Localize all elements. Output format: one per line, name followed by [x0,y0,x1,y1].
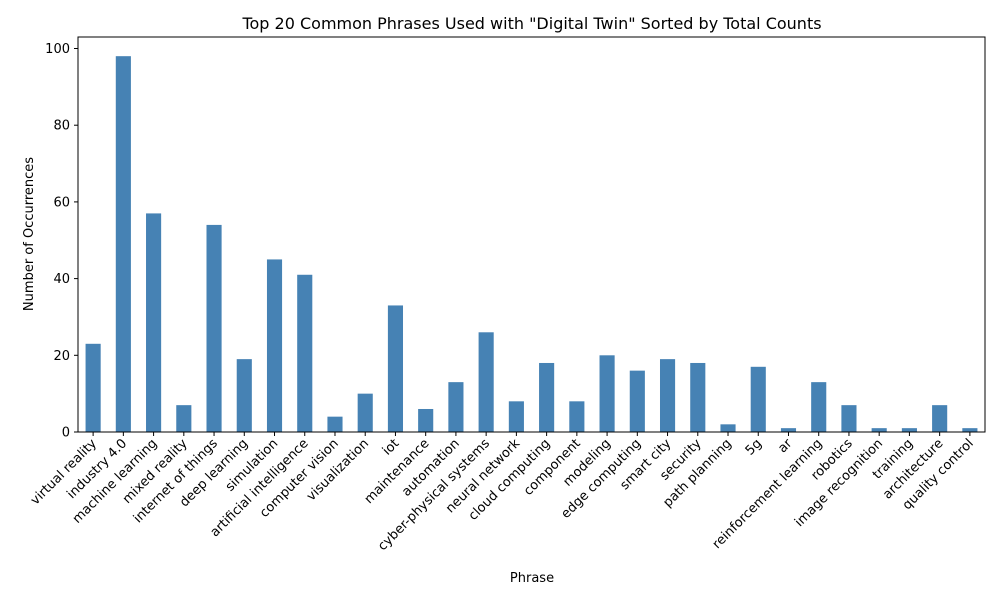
bar-smart-city [659,359,676,432]
y-axis-ticks: 0 20 40 60 80 100 [45,42,78,441]
bar-cyber-physical-systems [478,332,494,432]
y-axis-label: Number of Occurrences [22,157,37,311]
bar-modeling [599,355,615,432]
bar-edge-computing [629,370,645,432]
x-tick-label: iot [380,436,402,458]
bar-reinforcement-learning [811,382,827,432]
bar-automation [448,382,464,432]
y-tick-label: 80 [53,119,70,134]
bars-group [85,56,978,433]
x-tick-label: ar [775,436,795,456]
bar-deep-learning [236,359,252,432]
bar-industry-4-0 [115,56,131,433]
y-tick-label: 60 [53,195,70,210]
bar-5g [750,366,766,432]
bar-path-planning [720,424,736,432]
bar-virtual-reality [85,343,101,432]
bar-iot [387,305,404,432]
bar-component [569,401,585,432]
y-tick-label: 40 [53,272,70,287]
bar-mixed-reality [176,405,192,432]
x-axis-label: Phrase [510,571,554,586]
plot-frame [77,36,986,433]
bar-image-recognition [871,428,887,432]
bar-internet-of-things [206,224,222,432]
y-tick-label: 20 [53,349,70,364]
bar-machine-learning [146,213,162,432]
bar-security [690,362,706,432]
bar-neural-network [508,401,524,432]
x-tick-label: 5g [743,436,765,458]
bar-simulation [266,259,283,432]
bar-maintenance [418,408,434,432]
y-tick-label: 0 [62,426,70,441]
y-tick-label: 100 [45,42,70,57]
bar-architecture [932,405,948,432]
bar-quality-control [962,428,978,432]
bar-artificial-intelligence [297,274,313,432]
bar-visualization [357,393,373,432]
bar-cloud-computing [539,362,555,432]
bar-robotics [841,405,857,432]
chart-title: Top 20 Common Phrases Used with "Digital… [241,14,821,33]
bar-training [901,428,917,432]
bar-ar [780,428,797,432]
bar-computer-vision [327,416,343,432]
